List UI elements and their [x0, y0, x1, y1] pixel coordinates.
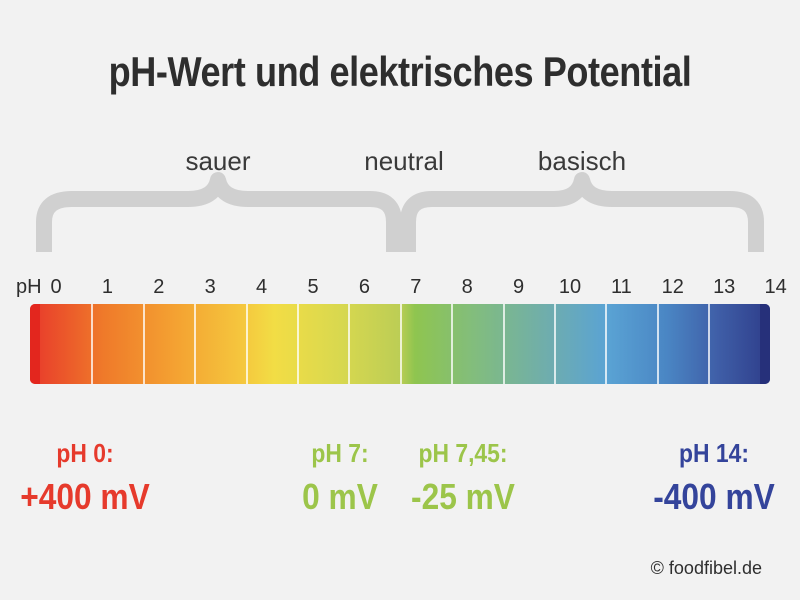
zone-label-neutral: neutral	[364, 146, 444, 176]
marker-ph-745: pH 7,45:	[418, 438, 508, 468]
segment-line-11	[605, 304, 608, 384]
scale-tick-0: 0	[50, 276, 62, 298]
marker-ph-14: pH 14:	[679, 438, 749, 468]
scale-tick-13: 13	[713, 276, 736, 298]
segment-line-12	[656, 304, 659, 384]
scale-prefix: pH	[16, 276, 42, 298]
bar-cap-base	[760, 304, 770, 384]
scale-tick-5: 5	[307, 276, 319, 298]
scale-tick-4: 4	[256, 276, 268, 298]
segment-line-13	[708, 304, 711, 384]
zone-label-acidic: sauer	[185, 146, 251, 176]
scale-tick-10: 10	[558, 276, 582, 298]
scale-tick-1: 1	[101, 276, 113, 298]
segment-line-9	[502, 304, 505, 384]
segment-line-7	[399, 304, 402, 384]
segment-line-2	[142, 304, 145, 384]
segment-line-6	[348, 304, 351, 384]
marker-mv-0: +400 mV	[20, 476, 150, 517]
marker-mv-745: -25 mV	[411, 476, 515, 517]
segment-line-5	[297, 304, 299, 384]
marker-ph-7: pH 7:	[311, 438, 369, 468]
zone-braces	[36, 172, 764, 252]
acid-brace	[36, 172, 402, 252]
scale-tick-2: 2	[153, 276, 165, 298]
page-title: pH-Wert und elektrisches Potential	[108, 48, 692, 95]
credit-text: © foodfibel.de	[650, 558, 762, 578]
marker-mv-7: 0 mV	[302, 476, 378, 517]
segment-line-8	[451, 304, 454, 384]
bar-cap-acid	[30, 304, 40, 384]
scale-tick-9: 9	[513, 276, 525, 298]
zone-label-basic: basisch	[537, 146, 627, 176]
scale-tick-8: 8	[461, 276, 473, 298]
scale-tick-12: 12	[661, 276, 684, 298]
scale-tick-14: 14	[764, 276, 787, 298]
scale-tick-3: 3	[204, 276, 216, 298]
scale-tick-11: 11	[611, 276, 632, 298]
segment-line-3	[194, 304, 197, 384]
scale-tick-7: 7	[410, 276, 422, 298]
segment-line-4	[245, 304, 248, 384]
segment-line-10	[554, 304, 556, 384]
base-brace	[400, 172, 764, 252]
marker-mv-14: -400 mV	[653, 476, 775, 517]
scale-tick-6: 6	[358, 276, 370, 298]
segment-line-1	[91, 304, 94, 384]
marker-ph-0: pH 0:	[56, 438, 114, 468]
